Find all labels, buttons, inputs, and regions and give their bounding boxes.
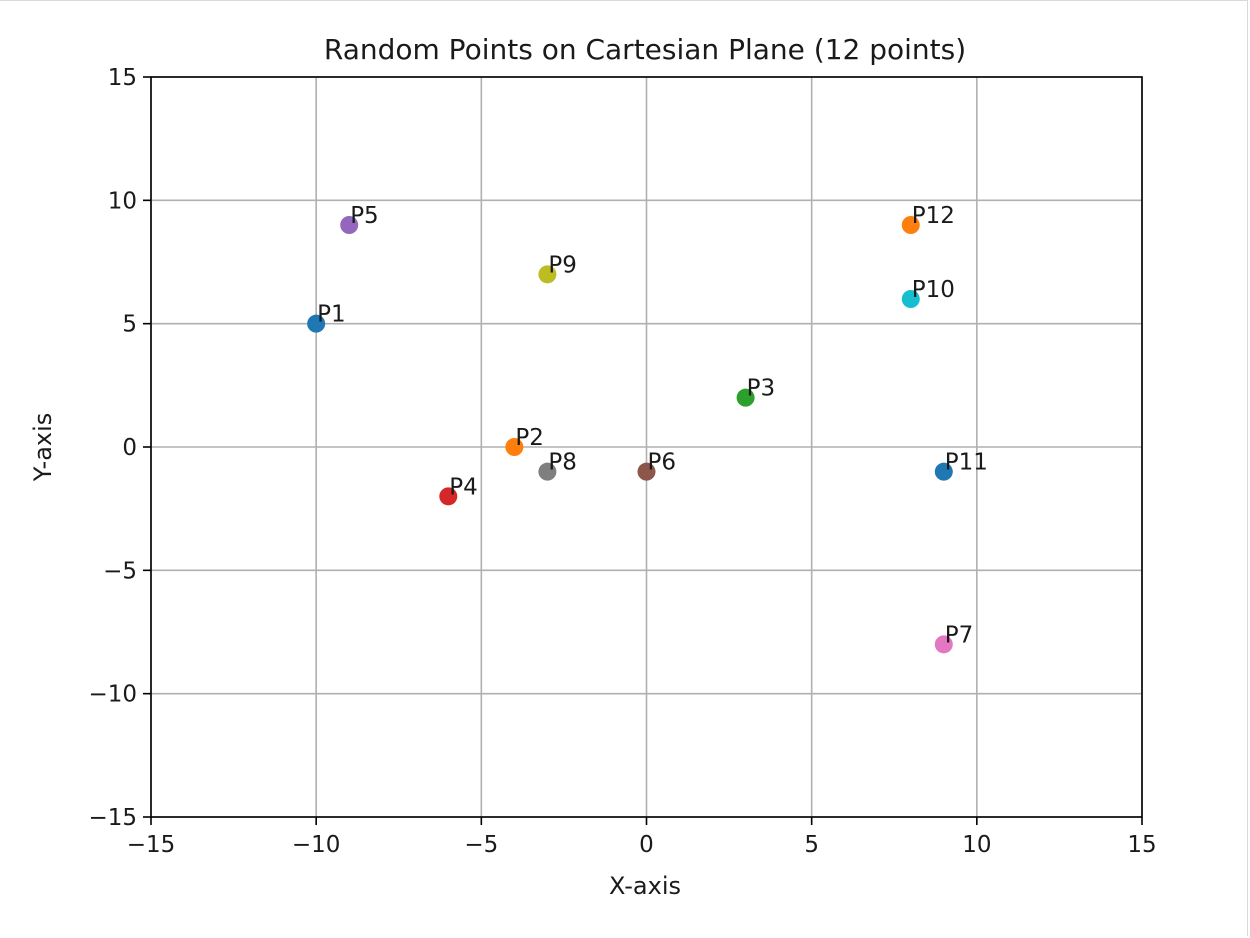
point-label-p3: P3 — [747, 376, 776, 402]
y-tick-label: 10 — [108, 188, 137, 214]
y-axis-label: Y-axis — [29, 413, 57, 483]
point-label-p6: P6 — [648, 450, 677, 476]
axis-ticks: −15 −10 −5 0 5 10 15 −15 −10 −5 0 5 10 15 — [88, 65, 1156, 858]
y-tick-label: −15 — [88, 805, 137, 831]
point-label-p8: P8 — [548, 450, 577, 476]
x-tick-label: 0 — [639, 832, 654, 858]
data-point-p10 — [901, 290, 920, 308]
x-axis-label: X-axis — [609, 872, 681, 900]
data-point-p7 — [934, 635, 953, 654]
point-label-p7: P7 — [945, 622, 974, 648]
point-label-p4: P4 — [449, 474, 478, 500]
data-point-p8 — [538, 462, 557, 481]
point-label-p11: P11 — [945, 450, 988, 476]
data-point-p1 — [307, 314, 326, 333]
point-label-p9: P9 — [548, 252, 577, 278]
data-point-p9 — [538, 265, 557, 284]
data-points: P1 P2 P3 P4 P5 P6 P7 P8 P9 P10 P11 P12 — [307, 203, 988, 654]
data-point-p5 — [340, 216, 359, 234]
data-point-p2 — [505, 438, 524, 456]
data-point-p6 — [637, 462, 656, 481]
point-label-p10: P10 — [912, 277, 955, 303]
data-point-p12 — [901, 216, 920, 234]
x-tick-label: 15 — [1127, 832, 1156, 858]
x-tick-label: −5 — [464, 832, 498, 858]
y-tick-label: −10 — [88, 682, 137, 708]
point-label-p2: P2 — [515, 425, 544, 451]
point-label-p1: P1 — [317, 302, 346, 328]
x-tick-label: 5 — [804, 832, 819, 858]
plot-area-frame — [150, 76, 1143, 818]
point-label-p12: P12 — [912, 203, 955, 229]
x-tick-label: −10 — [292, 832, 341, 858]
y-tick-label: 15 — [108, 65, 137, 91]
x-tick-label: −15 — [127, 832, 176, 858]
y-tick-label: 0 — [122, 435, 137, 461]
chart-title: Random Points on Cartesian Plane (12 poi… — [324, 33, 966, 66]
data-point-p11 — [934, 462, 953, 481]
data-point-p3 — [736, 388, 755, 407]
y-tick-label: 5 — [122, 312, 137, 338]
data-point-p4 — [439, 487, 458, 506]
point-label-p5: P5 — [350, 203, 379, 229]
y-tick-label: −5 — [103, 558, 137, 584]
grid-lines — [150, 76, 1143, 818]
x-tick-label: 10 — [962, 832, 991, 858]
